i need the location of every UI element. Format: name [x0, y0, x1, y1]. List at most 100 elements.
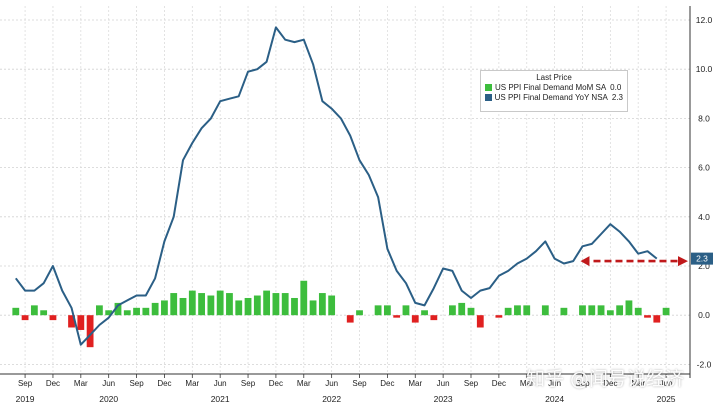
mom-bar [226, 293, 233, 316]
x-tick-label: Jun [102, 379, 115, 388]
mom-bar [467, 307, 475, 316]
mom-bar [281, 293, 289, 316]
y-tick-label: 12.0 [696, 15, 713, 25]
mom-bar [263, 290, 271, 316]
yoy-line [15, 26, 658, 346]
mom-bar [40, 310, 48, 316]
mom-bar [216, 290, 224, 316]
legend-swatch-mom [485, 84, 492, 91]
mom-bar [653, 315, 661, 323]
mom-bar [541, 305, 549, 316]
x-tick-label: Mar [408, 379, 422, 388]
mom-bar [235, 300, 243, 316]
mom-bar [588, 305, 596, 316]
x-tick-label: Dec [603, 379, 617, 388]
legend-label-yoy: US PPI Final Demand YoY NSA [494, 93, 608, 102]
mom-bar [514, 305, 521, 316]
mom-bar [504, 307, 512, 316]
x-tick-label: Sep [352, 379, 367, 388]
chart-legend: Last Price US PPI Final Demand MoM SA 0.… [480, 70, 628, 112]
mom-bar [579, 305, 586, 316]
y-tick-label: 8.0 [698, 113, 710, 123]
legend-swatch-yoy [485, 94, 492, 101]
mom-bar [393, 315, 401, 318]
x-tick-label: Dec [269, 379, 283, 388]
mom-bar [49, 315, 57, 321]
x-tick-label: Sep [129, 379, 144, 388]
x-tick-label: Jun [214, 379, 227, 388]
x-year-label: 2019 [16, 394, 35, 404]
x-tick-label: Dec [492, 379, 506, 388]
mom-bar [309, 300, 317, 316]
x-tick-label: Jun [548, 379, 561, 388]
annotation-arrow-left-head [580, 256, 590, 267]
mom-bar [105, 310, 113, 316]
mom-bar [597, 305, 605, 316]
mom-bar [402, 305, 410, 316]
x-tick-label: Mar [185, 379, 199, 388]
x-tick-label: Sep [575, 379, 590, 388]
x-tick-label: Sep [464, 379, 479, 388]
mom-bar [151, 302, 159, 316]
mom-bar [86, 315, 94, 348]
x-tick-label: Mar [631, 379, 645, 388]
last-value-badge-label: 2.3 [696, 254, 708, 264]
x-tick-label: Dec [46, 379, 60, 388]
annotation-arrow-right-head [678, 256, 688, 267]
mom-bar [198, 293, 205, 316]
x-tick-label: Sep [241, 379, 256, 388]
mom-bar [170, 293, 178, 316]
mom-bar [133, 307, 140, 316]
mom-bar [161, 300, 168, 316]
mom-bar [458, 302, 466, 316]
mom-bar [476, 315, 484, 328]
x-year-label: 2025 [657, 394, 676, 404]
mom-bar [421, 310, 428, 316]
watermark-text: 知乎 @闻号说经济 [526, 368, 685, 390]
mom-bar [123, 310, 131, 316]
legend-label-mom: US PPI Final Demand MoM SA [495, 83, 607, 92]
mom-bar [346, 315, 354, 323]
mom-bar [179, 297, 187, 316]
mom-bar [207, 295, 215, 316]
y-tick-label: -2.0 [697, 359, 712, 369]
x-tick-label: Mar [520, 379, 534, 388]
legend-value-yoy: 2.3 [611, 93, 623, 102]
mom-bar [272, 293, 280, 316]
mom-bar [374, 305, 382, 316]
y-tick-label: 10.0 [696, 64, 713, 74]
mom-bar [606, 310, 614, 316]
x-tick-label: Sep [18, 379, 33, 388]
mom-bar [318, 293, 326, 316]
x-tick-label: Mar [74, 379, 88, 388]
last-value-badge [691, 252, 713, 265]
x-tick-label: Jun [660, 379, 673, 388]
mom-bar [300, 280, 308, 316]
mom-bar [253, 295, 261, 316]
x-year-label: 2023 [434, 394, 453, 404]
x-year-label: 2021 [211, 394, 230, 404]
mom-bar [430, 315, 438, 321]
x-year-label: 2022 [322, 394, 341, 404]
y-tick-label: 6.0 [698, 163, 710, 173]
mom-bar [21, 315, 29, 321]
mom-bar [523, 305, 531, 316]
mom-bar [328, 295, 336, 316]
x-year-label: 2024 [545, 394, 564, 404]
mom-bar [616, 305, 624, 316]
mom-bar [291, 297, 298, 316]
mom-bar [356, 310, 363, 316]
y-tick-label: 2.0 [698, 261, 710, 271]
x-tick-label: Jun [437, 379, 450, 388]
mom-bar [30, 305, 38, 316]
mom-bar [383, 305, 391, 316]
legend-item-mom: US PPI Final Demand MoM SA 0.0 [485, 83, 623, 92]
mom-bar [244, 297, 252, 316]
legend-value-mom: 0.0 [610, 83, 622, 92]
mom-bar [68, 315, 75, 328]
mom-bar [560, 307, 568, 316]
mom-bar [188, 290, 196, 316]
mom-bar [411, 315, 419, 323]
